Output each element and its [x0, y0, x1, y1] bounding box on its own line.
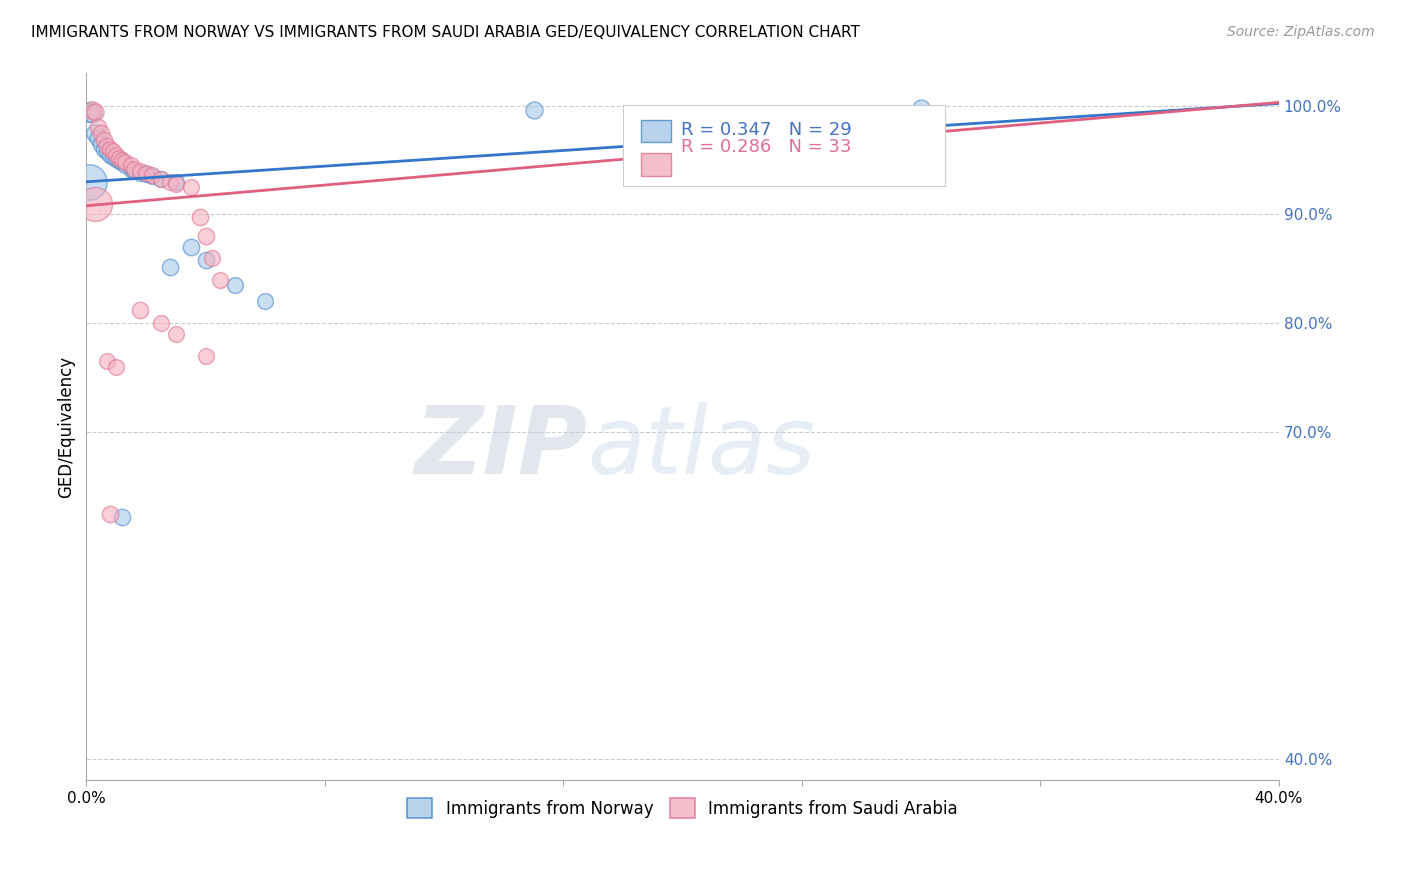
- Point: [77, 105, 100, 120]
- Point: [180, 240, 202, 254]
- Point: [108, 151, 131, 165]
- Point: [93, 142, 115, 156]
- Point: [129, 164, 152, 178]
- Point: [135, 167, 157, 181]
- Point: [114, 159, 136, 173]
- Point: [93, 133, 115, 147]
- Y-axis label: GED/Equivalency: GED/Equivalency: [58, 356, 75, 498]
- Point: [165, 177, 187, 191]
- Point: [159, 175, 181, 189]
- Point: [120, 161, 142, 176]
- Point: [98, 147, 121, 161]
- Point: [96, 145, 118, 159]
- Point: [149, 171, 172, 186]
- Point: [84, 196, 107, 211]
- Point: [200, 251, 222, 265]
- Point: [87, 120, 110, 135]
- Text: R = 0.347   N = 29: R = 0.347 N = 29: [682, 121, 852, 139]
- Point: [910, 101, 932, 115]
- Point: [122, 161, 145, 176]
- Point: [105, 147, 128, 161]
- Text: ZIP: ZIP: [415, 402, 588, 494]
- Text: Source: ZipAtlas.com: Source: ZipAtlas.com: [1227, 25, 1375, 39]
- Point: [98, 142, 121, 156]
- Point: [108, 154, 131, 169]
- Point: [141, 168, 163, 182]
- Point: [188, 210, 211, 224]
- Point: [84, 126, 107, 140]
- Point: [180, 180, 202, 194]
- FancyBboxPatch shape: [641, 153, 671, 176]
- Point: [122, 164, 145, 178]
- Point: [101, 145, 124, 159]
- Point: [159, 260, 181, 274]
- Point: [90, 126, 112, 140]
- Point: [77, 175, 100, 189]
- Point: [105, 359, 128, 374]
- Legend: Immigrants from Norway, Immigrants from Saudi Arabia: Immigrants from Norway, Immigrants from …: [401, 791, 965, 825]
- Point: [90, 136, 112, 151]
- FancyBboxPatch shape: [641, 120, 671, 143]
- Text: R = 0.286   N = 33: R = 0.286 N = 33: [682, 138, 852, 156]
- Point: [141, 169, 163, 184]
- Point: [96, 139, 118, 153]
- Point: [114, 155, 136, 169]
- Point: [120, 159, 142, 173]
- Point: [522, 103, 544, 117]
- FancyBboxPatch shape: [623, 104, 945, 186]
- Point: [82, 106, 104, 120]
- Point: [98, 507, 121, 521]
- Point: [87, 131, 110, 145]
- Point: [111, 153, 134, 167]
- Point: [165, 175, 187, 189]
- Point: [254, 294, 277, 309]
- Point: [129, 166, 152, 180]
- Point: [84, 105, 107, 120]
- Point: [96, 354, 118, 368]
- Point: [224, 278, 246, 293]
- Point: [101, 150, 124, 164]
- Point: [149, 171, 172, 186]
- Point: [129, 303, 152, 318]
- Point: [194, 229, 217, 244]
- Point: [149, 316, 172, 330]
- Point: [194, 253, 217, 268]
- Point: [194, 349, 217, 363]
- Point: [111, 510, 134, 524]
- Point: [105, 152, 128, 166]
- Point: [135, 166, 157, 180]
- Point: [111, 155, 134, 169]
- Text: atlas: atlas: [588, 402, 815, 493]
- Point: [82, 103, 104, 117]
- Point: [165, 327, 187, 342]
- Text: IMMIGRANTS FROM NORWAY VS IMMIGRANTS FROM SAUDI ARABIA GED/EQUIVALENCY CORRELATI: IMMIGRANTS FROM NORWAY VS IMMIGRANTS FRO…: [31, 25, 860, 40]
- Point: [209, 273, 232, 287]
